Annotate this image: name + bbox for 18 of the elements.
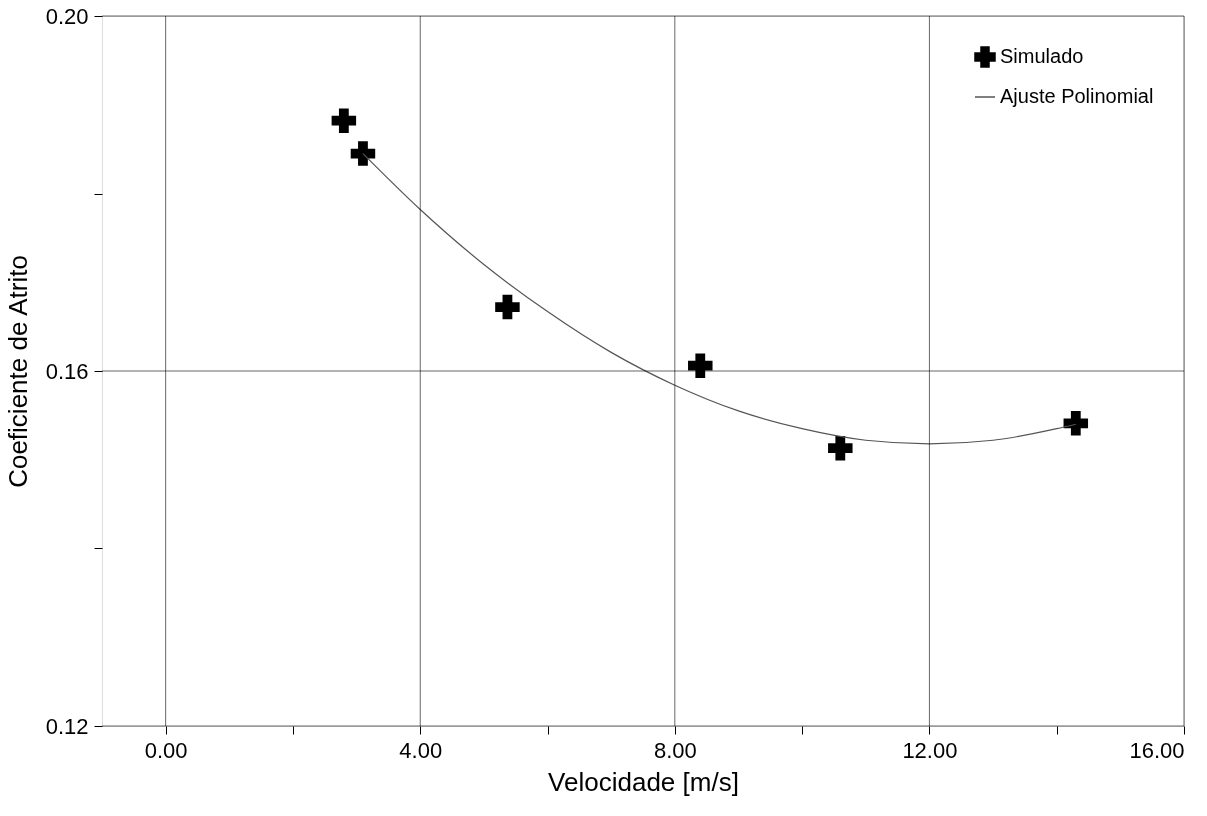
point [688,353,713,378]
point [828,435,853,461]
legend-label: Ajuste Polinomial [1000,85,1154,107]
x-tick-label: 0.00 [144,737,188,763]
point [1063,411,1089,436]
legend-label: Simulado [1000,45,1084,67]
x-tick-label: 12.00 [902,737,958,763]
x-tick-label: 4.00 [399,737,443,763]
y-tick-label: 0.12 [45,713,89,739]
x-axis-title: Velocidade [m/s] [548,766,739,797]
x-tick-label: 8.00 [653,737,697,763]
point [331,108,357,133]
x-tick-label: 16.00 [1129,737,1185,763]
point [495,294,520,320]
y-tick-label: 0.20 [45,3,89,29]
y-tick-label: 0.16 [45,358,89,384]
y-axis-title: Coeficiente de Atrito [2,255,33,488]
point [350,141,376,166]
